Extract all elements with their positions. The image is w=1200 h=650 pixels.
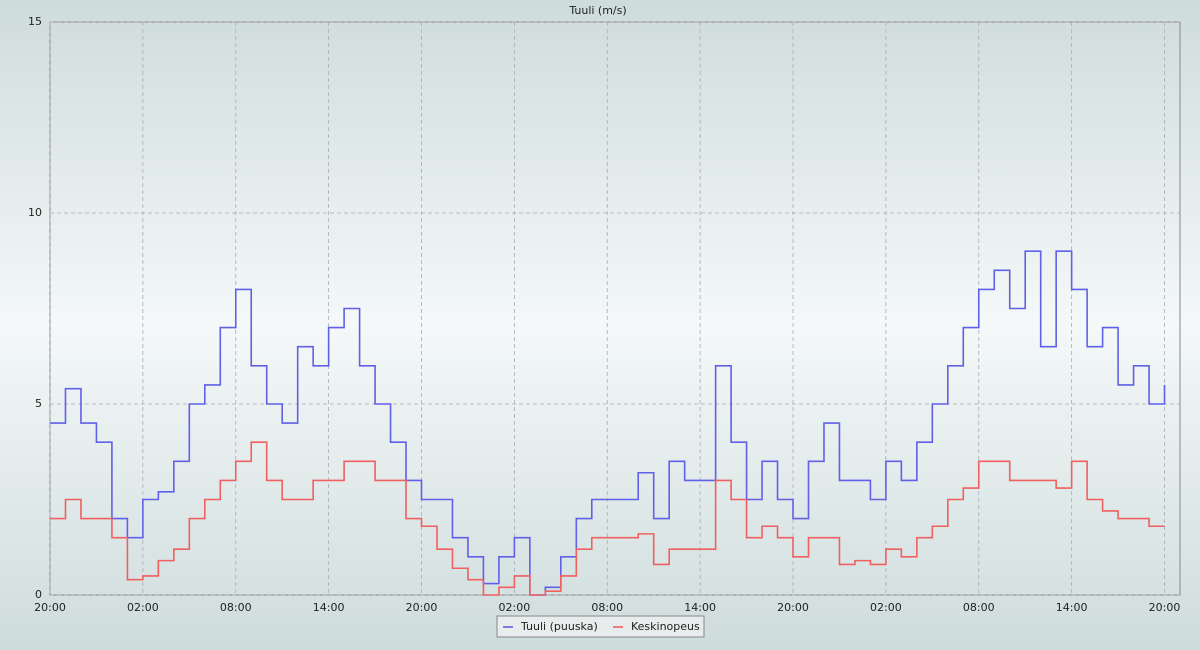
y-tick-label: 10 [28,206,42,219]
x-tick-label: 02:00 [499,601,531,614]
y-tick-label: 15 [28,15,42,28]
legend-box [496,615,705,638]
chart-title: Tuuli (m/s) [568,4,626,17]
legend: Tuuli (puuska) Keskinopeus [496,615,705,638]
y-tick-label: 0 [35,588,42,601]
x-tick-label: 20:00 [406,601,438,614]
x-tick-label: 14:00 [1056,601,1088,614]
x-tick-label: 20:00 [1149,601,1181,614]
series-line [50,250,1166,596]
x-tick-label: 02:00 [870,601,902,614]
legend-label: Tuuli (puuska) [520,620,598,633]
x-tick-label: 14:00 [313,601,345,614]
x-tick-label: 14:00 [684,601,716,614]
x-tick-label: 08:00 [591,601,623,614]
y-tick-label: 5 [35,397,42,410]
x-tick-label: 02:00 [127,601,159,614]
x-tick-label: 08:00 [963,601,995,614]
x-tick-label: 20:00 [34,601,66,614]
x-tick-label: 08:00 [220,601,252,614]
legend-label: Keskinopeus [631,620,700,633]
plot-frame [49,21,1181,596]
x-tick-label: 20:00 [777,601,809,614]
series-line [50,441,1165,596]
